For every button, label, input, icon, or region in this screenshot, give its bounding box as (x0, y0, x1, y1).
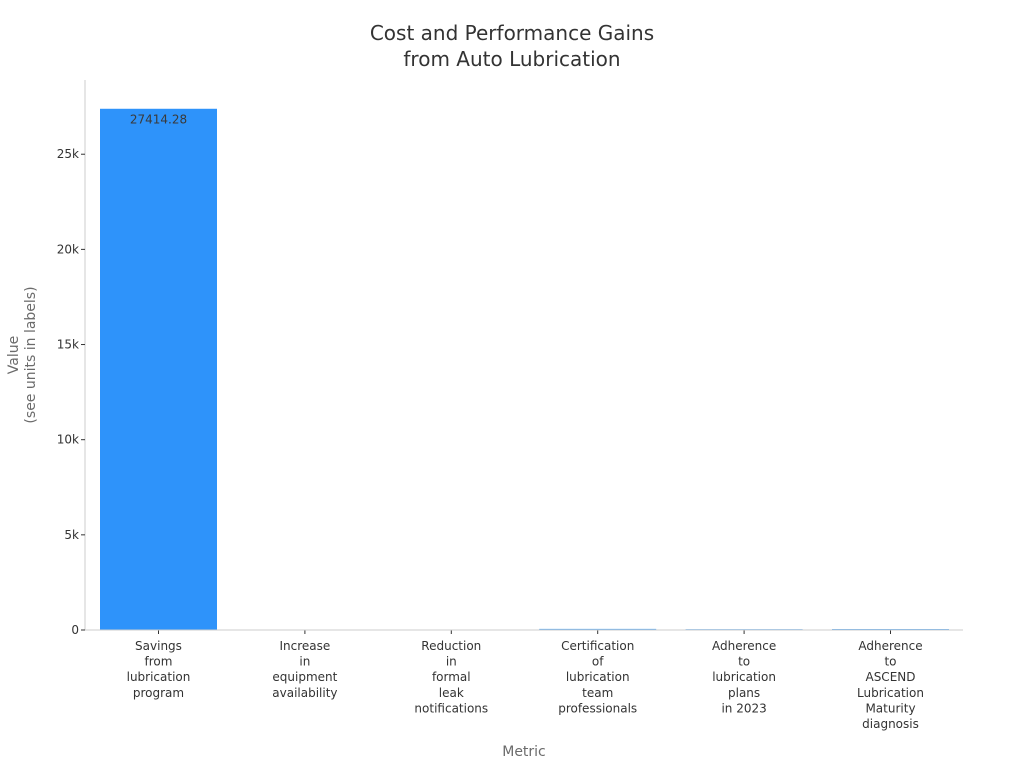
chart-title-line-2: from Auto Lubrication (403, 47, 621, 71)
chart-title: Cost and Performance Gains from Auto Lub… (0, 20, 1024, 72)
x-tick-label-line: to (884, 655, 896, 669)
labels-layer: 27414.28SavingsfromlubricationprogramInc… (6, 112, 924, 760)
x-tick-label-line: Adherence (712, 639, 776, 653)
x-tick-label-line: Lubrication (857, 686, 924, 700)
y-tick-label: 25k (57, 147, 79, 161)
x-tick-label-line: diagnosis (862, 717, 919, 731)
chart-title-line-1: Cost and Performance Gains (369, 21, 655, 45)
x-tick-label-line: of (592, 655, 604, 669)
bar-data-label: 27414.28 (130, 112, 187, 126)
x-tick-label-line: Savings (135, 639, 182, 653)
x-tick-label-line: lubrication (127, 670, 191, 684)
y-axis-label-line: (see units in labels) (23, 286, 39, 423)
x-tick-label-line: Adherence (858, 639, 922, 653)
x-tick-label-line: notifications (414, 701, 488, 715)
bars-layer (99, 107, 950, 631)
axes-layer (81, 80, 963, 634)
x-tick-label-line: formal (432, 670, 471, 684)
bar (99, 107, 218, 631)
x-tick-label-line: equipment (272, 670, 337, 684)
x-tick-label-line: leak (439, 686, 464, 700)
x-tick-label-line: Reduction (421, 639, 481, 653)
y-axis-label-line: Value (6, 336, 22, 374)
x-tick-label-line: in (446, 655, 457, 669)
x-tick-label-line: professionals (558, 701, 637, 715)
x-tick-label-line: to (738, 655, 750, 669)
x-tick-label-line: from (145, 655, 173, 669)
x-tick-label-line: plans (728, 686, 760, 700)
y-tick-label: 10k (57, 433, 79, 447)
x-axis-label: Metric (502, 744, 546, 760)
x-tick-label-line: ASCEND (865, 670, 915, 684)
y-tick-label: 0 (71, 623, 79, 637)
x-tick-label-line: lubrication (566, 670, 630, 684)
x-tick-label-line: Maturity (865, 701, 915, 715)
x-tick-label-line: lubrication (712, 670, 776, 684)
y-tick-label: 15k (57, 338, 79, 352)
x-tick-label-line: in 2023 (721, 701, 766, 715)
y-axis-label: Value(see units in labels) (6, 286, 39, 423)
x-tick-label-line: program (133, 686, 184, 700)
x-tick-label-line: in (299, 655, 310, 669)
y-tick-label: 5k (64, 528, 79, 542)
x-tick-label-line: availability (272, 686, 337, 700)
x-tick-label-line: Certification (561, 639, 634, 653)
x-tick-label-line: team (582, 686, 613, 700)
y-tick-label: 20k (57, 242, 79, 256)
x-tick-label-line: Increase (280, 639, 331, 653)
